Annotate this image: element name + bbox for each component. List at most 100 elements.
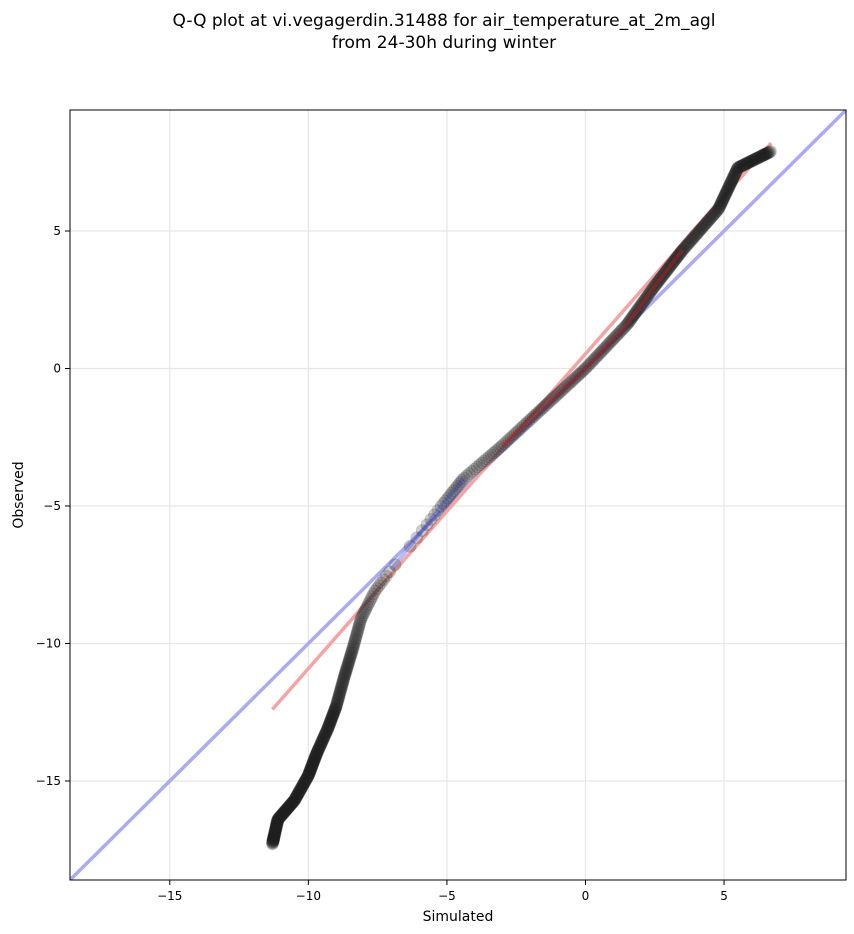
quantile-point bbox=[493, 441, 507, 455]
quantile-point bbox=[734, 159, 748, 173]
quantile-point bbox=[555, 383, 569, 397]
quantile-point bbox=[267, 830, 281, 844]
quantile-point bbox=[311, 744, 325, 758]
quantile-point bbox=[329, 700, 343, 714]
quantile-point bbox=[742, 155, 756, 169]
quantile-point bbox=[299, 773, 313, 787]
quantile-point bbox=[316, 733, 330, 747]
quantile-point bbox=[322, 717, 336, 731]
quantile-point bbox=[729, 165, 743, 179]
quantile-point bbox=[383, 565, 397, 579]
quantile-point bbox=[291, 788, 305, 802]
quantile-point bbox=[475, 456, 489, 470]
quantile-point bbox=[284, 798, 298, 812]
quantile-point bbox=[291, 786, 305, 800]
quantile-point bbox=[300, 771, 314, 785]
quantile-point bbox=[285, 796, 299, 810]
quantile-point bbox=[321, 721, 335, 735]
quantile-point bbox=[358, 604, 372, 618]
quantile-point bbox=[270, 817, 284, 831]
quantile-point bbox=[338, 667, 352, 681]
quantile-point bbox=[302, 767, 316, 781]
quantile-point bbox=[486, 446, 500, 460]
quantile-point bbox=[516, 419, 530, 433]
quantile-point bbox=[706, 208, 720, 222]
quantile-point bbox=[336, 674, 350, 688]
quantile-point bbox=[268, 823, 282, 837]
quantile-point bbox=[686, 231, 700, 245]
quantile-point bbox=[308, 750, 322, 764]
red-segment bbox=[500, 249, 685, 447]
y-tick-label: 5 bbox=[53, 224, 61, 238]
quantile-point bbox=[733, 160, 747, 174]
quantile-point bbox=[270, 818, 284, 832]
quantile-point bbox=[288, 793, 302, 807]
quantile-point bbox=[297, 777, 311, 791]
quantile-point bbox=[349, 630, 363, 644]
quantile-point bbox=[313, 740, 327, 754]
quantile-point bbox=[677, 242, 691, 256]
quantile-point bbox=[685, 232, 699, 246]
quantile-point bbox=[590, 350, 604, 364]
axis-ticks: −15 −10 −5 0 5 −15 −10 −5 0 5 bbox=[36, 224, 728, 903]
quantile-point bbox=[321, 720, 335, 734]
y-axis-label: Observed bbox=[11, 461, 27, 528]
quantile-point bbox=[759, 147, 773, 161]
quantile-point bbox=[267, 831, 281, 845]
quantile-point bbox=[347, 637, 361, 651]
quantile-point bbox=[715, 195, 729, 209]
quantile-point bbox=[593, 346, 607, 360]
quantile-point bbox=[565, 374, 579, 388]
quantile-point bbox=[532, 405, 546, 419]
quantile-point bbox=[268, 827, 282, 841]
quantile-point bbox=[625, 311, 639, 325]
quantile-point bbox=[271, 813, 285, 827]
quantile-point bbox=[719, 185, 733, 199]
quantile-point bbox=[680, 238, 694, 252]
quantile-point bbox=[330, 698, 344, 712]
quantile-point bbox=[275, 808, 289, 822]
quantile-point bbox=[633, 300, 647, 314]
quantile-point bbox=[338, 666, 352, 680]
quantile-point bbox=[682, 236, 696, 250]
quantile-point bbox=[294, 782, 308, 796]
quantile-point bbox=[749, 152, 763, 166]
quantile-point bbox=[720, 183, 734, 197]
quantile-point bbox=[696, 220, 710, 234]
quantile-point bbox=[726, 172, 740, 186]
quantile-point bbox=[757, 148, 771, 162]
quantile-point bbox=[721, 181, 735, 195]
quantile-point bbox=[641, 288, 655, 302]
quantile-point bbox=[292, 786, 306, 800]
quantile-point bbox=[756, 148, 770, 162]
quantile-point bbox=[333, 685, 347, 699]
quantile-point bbox=[352, 620, 366, 634]
quantile-point bbox=[755, 149, 769, 163]
quantile-point bbox=[277, 806, 291, 820]
quantile-point bbox=[587, 353, 601, 367]
quantile-point bbox=[301, 769, 315, 783]
quantile-point bbox=[301, 770, 315, 784]
quantile-point bbox=[495, 439, 509, 453]
quantile-point bbox=[287, 794, 301, 808]
quantile-point bbox=[465, 464, 479, 478]
quantile-point bbox=[309, 747, 323, 761]
quantile-point bbox=[326, 707, 340, 721]
quantile-point bbox=[267, 831, 281, 845]
quantile-point bbox=[345, 643, 359, 657]
quantile-point bbox=[431, 504, 445, 518]
quantile-point bbox=[326, 709, 340, 723]
quantile-point bbox=[268, 827, 282, 841]
quantile-point bbox=[267, 829, 281, 843]
quantile-point bbox=[269, 819, 283, 833]
quantile-point bbox=[428, 508, 442, 522]
quantile-point bbox=[634, 298, 648, 312]
quantile-point bbox=[334, 680, 348, 694]
quantile-point bbox=[607, 331, 621, 345]
quantile-point bbox=[342, 656, 356, 670]
quantile-point bbox=[335, 679, 349, 693]
quantile-point bbox=[274, 809, 288, 823]
quantile-point bbox=[656, 269, 670, 283]
quantile-point bbox=[754, 149, 768, 163]
quantile-point bbox=[336, 676, 350, 690]
